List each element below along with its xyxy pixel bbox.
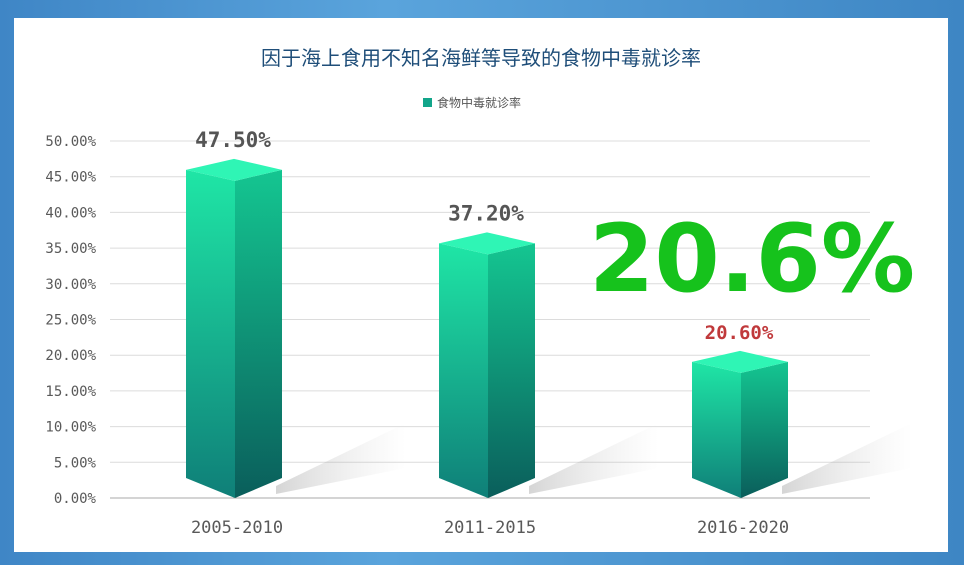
- legend-label: 食物中毒就诊率: [437, 95, 521, 110]
- y-tick-label: 10.00%: [45, 420, 96, 436]
- x-tick-label: 2011-2015: [444, 518, 536, 538]
- data-label: 47.50%: [195, 128, 271, 152]
- y-tick-label: 0.00%: [54, 491, 97, 507]
- legend-swatch: [423, 98, 432, 107]
- bar-top-2011-2015: [439, 232, 535, 255]
- bar-front-2016-2020: [692, 361, 741, 498]
- bar-side-2005-2010: [235, 169, 282, 498]
- y-tick-label: 20.00%: [45, 348, 96, 364]
- data-label: 37.20%: [448, 201, 524, 225]
- y-tick-label: 5.00%: [54, 455, 97, 471]
- data-label: 20.60%: [705, 322, 774, 344]
- bar-side-2011-2015: [488, 243, 535, 498]
- y-tick-label: 30.00%: [45, 277, 96, 293]
- y-tick-label: 40.00%: [45, 205, 96, 221]
- highlight-annotation: 20.6%: [589, 205, 915, 314]
- x-tick-label: 2016-2020: [697, 518, 789, 538]
- bar-top-2016-2020: [692, 350, 788, 373]
- bar-shadows: [276, 423, 912, 494]
- chart-title: 因于海上食用不知名海鲜等导致的食物中毒就诊率: [261, 46, 701, 70]
- chart-card: 因于海上食用不知名海鲜等导致的食物中毒就诊率食物中毒就诊率 0.00% 5.00% 1…: [14, 18, 948, 552]
- bar-shadow: [529, 423, 659, 494]
- x-tick-label: 2005-2010: [191, 518, 283, 538]
- bar-top-2005-2010: [186, 158, 282, 181]
- y-tick-label: 15.00%: [45, 384, 96, 400]
- bars: [186, 158, 788, 498]
- bar-shadow: [276, 423, 406, 494]
- bar-front-2011-2015: [439, 243, 488, 498]
- bar-side-2016-2020: [741, 361, 788, 498]
- y-tick-label: 50.00%: [45, 134, 96, 150]
- bar-front-2005-2010: [186, 169, 235, 498]
- bar-shadow: [782, 423, 912, 494]
- y-tick-label: 35.00%: [45, 241, 96, 257]
- y-tick-label: 45.00%: [45, 170, 96, 186]
- y-tick-label: 25.00%: [45, 313, 96, 329]
